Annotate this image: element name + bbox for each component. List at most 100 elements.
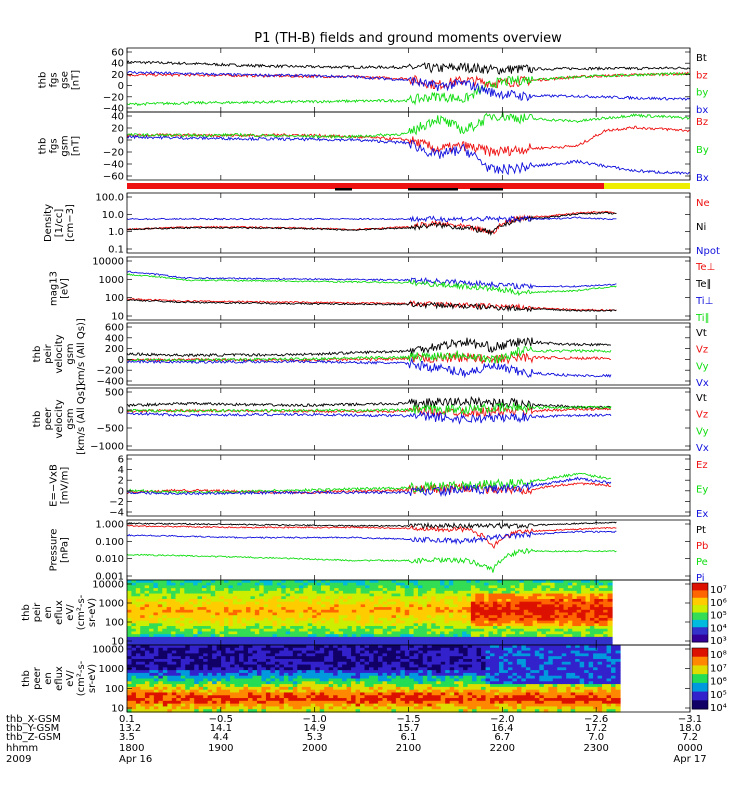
legend-entry-Pi: Pi xyxy=(696,573,705,584)
y-axis-label: peer xyxy=(43,407,54,431)
y-tick-label: 400 xyxy=(105,333,124,344)
y-tick-label: 0 xyxy=(118,136,124,147)
y-tick-label: 0.1 xyxy=(108,245,124,256)
legend-entry-Ez: Ez xyxy=(696,460,708,471)
y-tick-label: 100 xyxy=(105,618,124,629)
y-axis-label: gsm xyxy=(65,408,76,429)
y-axis-label: thb xyxy=(32,411,43,428)
y-axis-label: velocity xyxy=(54,334,65,373)
legend-entry-Bt: Bt xyxy=(696,53,707,64)
status-bar-segment xyxy=(408,188,458,191)
y-axis-label: en xyxy=(43,606,54,619)
y-axis-label: [nT] xyxy=(71,70,82,90)
series-line-Te∥ xyxy=(127,300,616,312)
series-line-Ti∥ xyxy=(127,274,616,295)
y-tick-label: 20 xyxy=(111,124,124,135)
y-axis-label: [1/cc] xyxy=(54,209,65,238)
series-line-Pi xyxy=(127,531,616,543)
y-tick-label: 10 xyxy=(111,312,124,323)
y-tick-label: −500 xyxy=(97,424,124,435)
y-axis-label: mag13 xyxy=(49,271,60,306)
y-tick-label: 0.010 xyxy=(95,554,124,565)
status-bar-yellow xyxy=(604,183,690,189)
colorbar-segment xyxy=(692,627,708,635)
y-tick-label: 100 xyxy=(105,293,124,304)
y-axis-label: [mV/m] xyxy=(60,467,71,505)
legend-entry-by: by xyxy=(696,88,708,99)
y-tick-label: −200 xyxy=(97,366,124,377)
legend-entry-bx: bx xyxy=(696,105,708,116)
colorbar-tick-label: 10⁷ xyxy=(710,585,727,596)
y-axis-label: sr-eV) xyxy=(87,598,98,627)
y-tick-label: 0.100 xyxy=(95,537,124,548)
y-axis-label: E=−VxB xyxy=(49,464,60,507)
panel-3: 100.010.01.00.1Density[1/cc][cm−3]NeNiNp… xyxy=(43,193,720,258)
status-bar-red xyxy=(127,183,604,189)
y-axis-label: velocity xyxy=(54,399,65,438)
status-bar xyxy=(127,183,690,191)
legend-entry-Vx: Vx xyxy=(696,443,709,454)
y-tick-label: 0 xyxy=(118,486,124,497)
colorbar-tick-label: 10⁵ xyxy=(710,611,727,622)
y-tick-label: 1000 xyxy=(99,275,124,286)
legend-entry-Ne: Ne xyxy=(696,198,710,209)
y-tick-label: 10.0 xyxy=(102,210,124,221)
y-axis-label: [km/s (All Qs)] xyxy=(76,318,87,390)
y-axis-label: fgs xyxy=(49,72,60,87)
status-bar-segment xyxy=(335,188,352,191)
legend-entry-Bx: Bx xyxy=(696,173,709,184)
y-axis-label: eV/ xyxy=(65,604,76,621)
legend-entry-Vz: Vz xyxy=(696,410,708,421)
panel-frame xyxy=(127,388,690,450)
y-tick-label: 40 xyxy=(111,59,124,70)
y-tick-label: 60 xyxy=(111,48,124,59)
legend-entry-Te∥: Te∥ xyxy=(695,279,712,290)
legend-entry-Vz: Vz xyxy=(696,345,708,356)
y-axis-label: fgs xyxy=(49,138,60,153)
legend-entry-Pb: Pb xyxy=(696,541,708,552)
y-axis-label: peir xyxy=(32,602,43,622)
colorbar-segment xyxy=(692,598,708,606)
legend-entry-Vy: Vy xyxy=(696,361,709,372)
legend-entry-Vt: Vt xyxy=(696,328,707,339)
y-axis-label: eflux xyxy=(54,600,65,625)
y-tick-label: −20 xyxy=(103,92,124,103)
status-bar-segment xyxy=(470,188,503,191)
y-axis-label: [cm−3] xyxy=(65,204,76,242)
legend-entry-Ti∥: Ti∥ xyxy=(695,313,710,324)
y-tick-label: 2 xyxy=(118,476,124,487)
panel-8: 1.0000.1000.0100.001Pressure[nPa]PtPbPeP… xyxy=(49,520,709,585)
y-axis-label: (cm²-s- xyxy=(76,594,87,630)
y-axis-label: Density xyxy=(43,204,54,242)
colorbar-segment xyxy=(692,613,708,621)
y-axis-label: thb xyxy=(38,72,49,89)
legend-entry-Npot: Npot xyxy=(696,246,720,257)
legend-entry-Ti⊥: Ti⊥ xyxy=(695,296,713,307)
series-line-Ni xyxy=(127,212,616,234)
y-axis-label: thb xyxy=(38,138,49,155)
y-axis-label: thb xyxy=(32,346,43,363)
legend-entry-bz: bz xyxy=(696,70,708,81)
series-line-Pb xyxy=(127,525,616,548)
panel-frame xyxy=(127,193,690,253)
y-tick-label: 10000 xyxy=(92,257,124,268)
series-line-bz xyxy=(127,72,690,88)
series-line-Bt xyxy=(127,61,690,74)
y-tick-label: 1000 xyxy=(99,599,124,610)
y-axis-label: gse xyxy=(60,71,71,89)
y-axis-label: gsm xyxy=(60,135,71,156)
series-line-Vz xyxy=(127,407,611,417)
colorbar-segment xyxy=(692,590,708,598)
series-line-by xyxy=(127,73,690,106)
y-tick-label: 500 xyxy=(105,388,124,399)
y-tick-label: −1000 xyxy=(90,442,124,453)
y-tick-label: 40 xyxy=(111,112,124,123)
series-line-Ne xyxy=(127,211,616,233)
legend-entry-Pt: Pt xyxy=(696,525,706,536)
